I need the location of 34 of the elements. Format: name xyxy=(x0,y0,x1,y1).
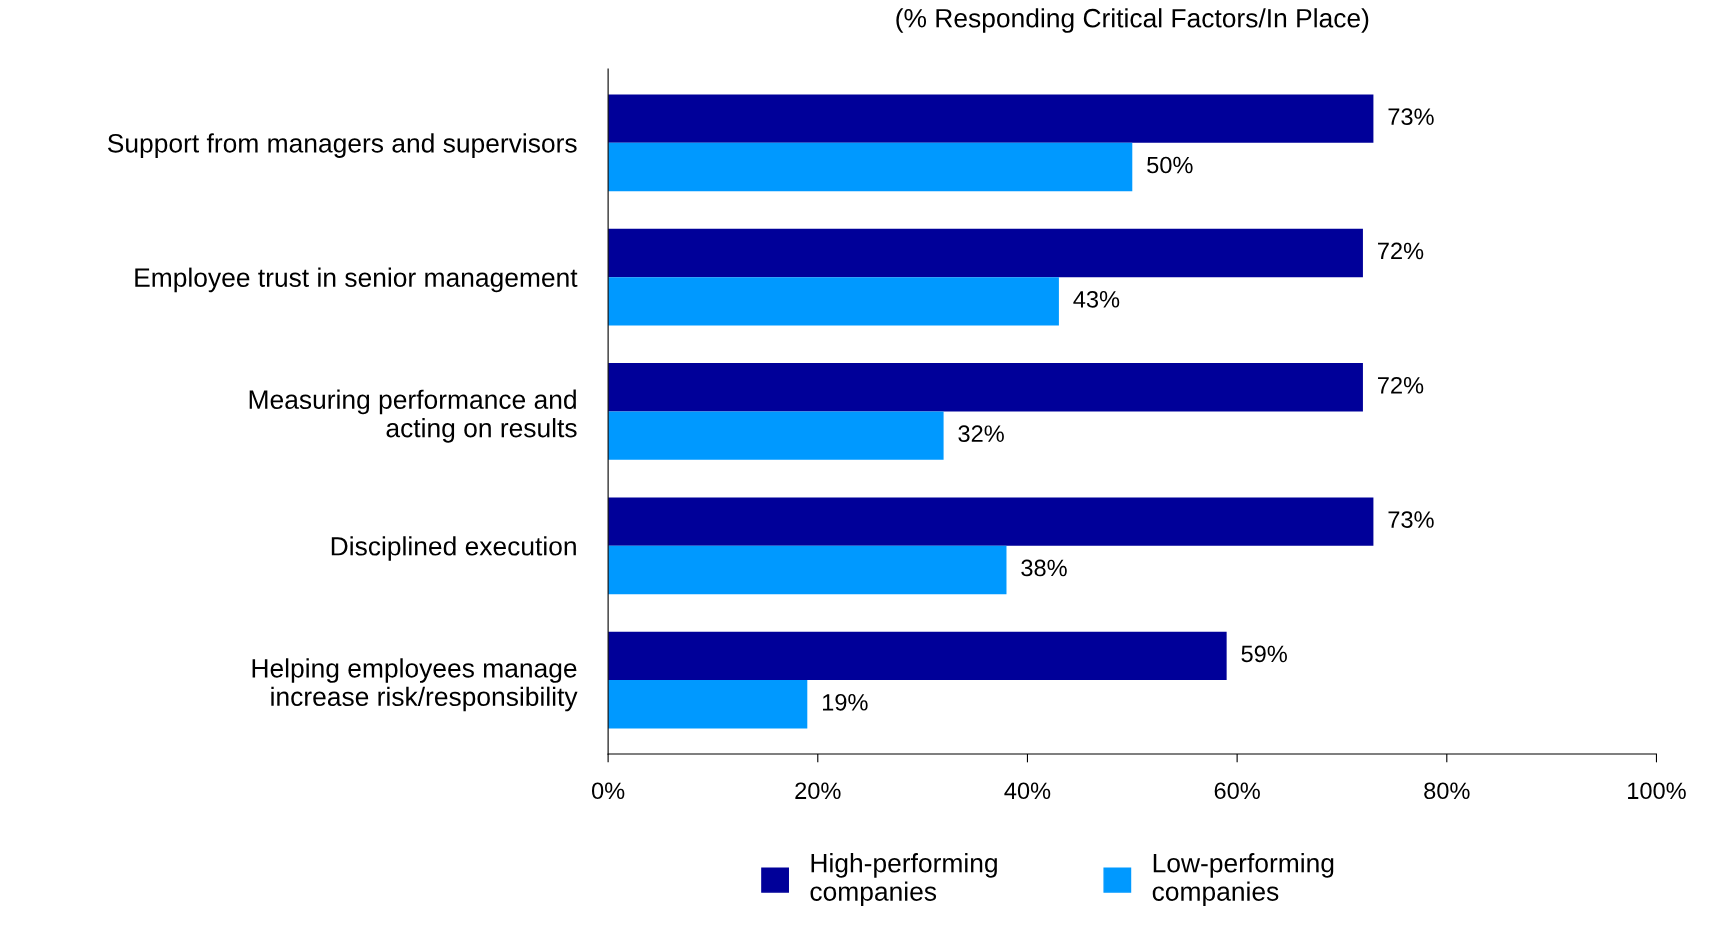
bar xyxy=(608,363,1363,412)
bar xyxy=(608,142,1133,192)
y-tick-label: Disciplined execution xyxy=(331,536,576,561)
y-tick-label: Measuring performance and acting on results xyxy=(249,389,577,443)
bar xyxy=(608,277,1059,326)
data-label: 50% xyxy=(1147,156,1193,174)
y-tick-label: Support from managers and supervisors xyxy=(107,133,577,158)
legend-label: High-performing companies xyxy=(810,853,997,907)
bar xyxy=(608,680,808,729)
data-label: 73% xyxy=(1388,511,1434,528)
data-label: 72% xyxy=(1378,376,1424,394)
y-tick-label: Employee trust in senior management xyxy=(135,267,578,293)
x-tick-label: 20% xyxy=(795,782,841,800)
x-tick-label: 100% xyxy=(1628,782,1686,800)
bar xyxy=(608,631,1227,681)
bar xyxy=(608,545,1007,595)
bar xyxy=(608,497,1374,546)
x-tick-label: 60% xyxy=(1214,782,1260,800)
bar xyxy=(608,411,944,460)
bar xyxy=(608,228,1363,278)
x-tick-label: 80% xyxy=(1424,782,1470,800)
data-label: 59% xyxy=(1241,645,1287,663)
data-label: 43% xyxy=(1073,290,1120,308)
data-label: 38% xyxy=(1021,559,1067,577)
bar xyxy=(608,94,1374,143)
y-tick-label: Helping employees manage increase risk/responsibility xyxy=(252,658,578,712)
legend-label: Low-performing companies xyxy=(1152,853,1334,907)
data-label: 32% xyxy=(958,425,1004,442)
data-label: 72% xyxy=(1378,242,1424,260)
data-label: 19% xyxy=(822,693,868,711)
data-label: 73% xyxy=(1388,108,1434,125)
x-tick-label: 40% xyxy=(1004,782,1051,800)
x-tick-label: 0% xyxy=(591,782,625,800)
chart-title: (% Responding Critical Factors/In Place) xyxy=(896,8,1369,33)
